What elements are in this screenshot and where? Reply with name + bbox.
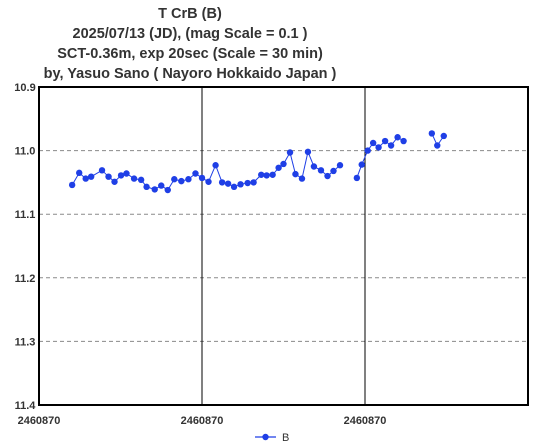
data-point	[428, 130, 436, 137]
data-point	[111, 178, 118, 185]
title-line-3: SCT-0.36m, exp 20sec (Scale = 30 min)	[57, 46, 323, 62]
data-point	[105, 173, 112, 180]
y-tick-label: 11.4	[15, 400, 37, 412]
data-point	[237, 181, 244, 188]
data-point	[87, 173, 95, 180]
data-point	[137, 176, 145, 184]
y-gridlines	[39, 150, 528, 342]
data-point	[130, 175, 138, 182]
data-point	[164, 186, 171, 194]
data-point	[178, 177, 185, 185]
title-line-4: by, Yasuo Sano ( Nayoro Hokkaido Japan )	[43, 66, 337, 82]
y-tick-label: 11.2	[15, 273, 36, 285]
data-point	[82, 175, 89, 182]
title-line-2: 2025/07/13 (JD), (mag Scale = 0.1 )	[72, 26, 308, 42]
y-tick-label: 11.0	[15, 146, 36, 158]
data-point	[192, 170, 199, 177]
data-point	[304, 148, 312, 156]
legend: B	[255, 432, 289, 444]
data-point	[280, 160, 287, 168]
data-point	[336, 162, 344, 169]
y-tick-label: 10.9	[14, 82, 35, 94]
data-point	[434, 142, 441, 149]
data-point	[76, 169, 83, 177]
plot-frame	[38, 86, 529, 406]
data-point	[275, 164, 282, 171]
data-point	[117, 172, 125, 179]
data-point	[244, 179, 251, 187]
chart-title: T CrB (B) 2025/07/13 (JD), (mag Scale = …	[0, 4, 380, 84]
x-tick-label: 2460870	[18, 415, 61, 427]
data-point	[123, 170, 130, 177]
data-point	[375, 144, 382, 151]
legend-marker	[262, 433, 269, 441]
data-point	[358, 161, 365, 168]
data-point	[292, 170, 299, 178]
data-point	[387, 142, 395, 149]
data-point	[310, 163, 318, 170]
data-point	[330, 167, 337, 175]
y-tick-label: 11.3	[15, 336, 36, 348]
x-gridlines	[201, 87, 366, 405]
data-point	[185, 176, 192, 183]
data-point	[269, 171, 276, 178]
data-point	[224, 180, 232, 187]
x-axis-tick-labels: 2460870 2460870 2460870	[18, 415, 387, 427]
data-point	[212, 162, 219, 169]
data-point	[218, 179, 226, 186]
data-point	[298, 175, 306, 182]
y-axis-tick-labels: 10.9 11.0 11.1 11.2 11.3 11.4	[14, 82, 36, 412]
data-point	[324, 172, 331, 180]
x-tick-label: 2460870	[344, 415, 387, 427]
data-point	[98, 167, 106, 174]
data-point	[381, 137, 389, 145]
data-point	[68, 181, 76, 189]
data-point	[369, 139, 377, 147]
data-point	[151, 186, 158, 193]
data-point	[263, 172, 270, 179]
legend-label-b: B	[282, 432, 289, 444]
data-point	[286, 149, 294, 156]
data-point	[198, 174, 206, 182]
data-point	[440, 132, 447, 140]
data-point	[394, 134, 401, 141]
x-tick-label: 2460870	[181, 415, 224, 427]
data-point	[143, 183, 150, 191]
data-point	[364, 147, 371, 154]
data-point	[205, 178, 212, 185]
data-point	[258, 171, 265, 178]
data-point	[317, 167, 325, 174]
data-point	[400, 137, 407, 145]
series-b	[68, 130, 447, 194]
y-tick-label: 11.1	[15, 209, 36, 221]
series-segment	[289, 152, 296, 175]
data-point	[353, 174, 361, 182]
title-line-1: T CrB (B)	[158, 6, 222, 22]
data-point	[158, 182, 165, 189]
data-point	[171, 176, 178, 183]
data-point	[250, 179, 257, 186]
series-segment	[301, 151, 309, 179]
data-point	[230, 183, 238, 191]
